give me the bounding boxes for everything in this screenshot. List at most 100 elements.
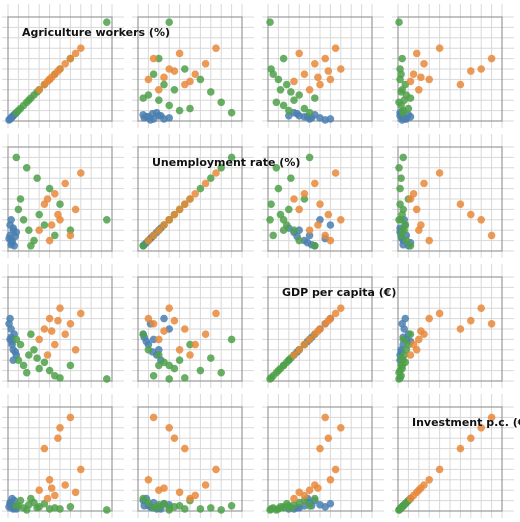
point bbox=[27, 330, 35, 339]
cell-frame bbox=[267, 406, 373, 512]
point bbox=[266, 18, 274, 27]
point bbox=[54, 67, 62, 75]
point bbox=[212, 465, 220, 474]
point bbox=[420, 60, 428, 68]
point bbox=[425, 314, 434, 323]
point bbox=[16, 496, 25, 505]
point bbox=[56, 424, 64, 432]
point bbox=[395, 506, 403, 514]
point bbox=[66, 231, 75, 240]
point bbox=[165, 304, 173, 313]
point bbox=[425, 75, 434, 84]
point bbox=[311, 179, 319, 188]
cell-frame bbox=[137, 406, 243, 512]
point bbox=[337, 216, 345, 224]
point bbox=[191, 190, 199, 198]
point bbox=[477, 65, 486, 73]
point bbox=[406, 494, 415, 503]
point bbox=[305, 86, 314, 94]
point bbox=[398, 54, 406, 63]
point bbox=[14, 356, 23, 365]
cell-frame bbox=[137, 146, 243, 252]
point bbox=[56, 374, 64, 382]
point bbox=[160, 221, 168, 229]
point bbox=[300, 70, 309, 78]
point bbox=[287, 88, 295, 96]
point bbox=[217, 164, 225, 172]
point bbox=[6, 314, 14, 323]
cell-frame bbox=[267, 276, 373, 382]
point bbox=[66, 226, 75, 234]
point bbox=[311, 494, 319, 503]
point bbox=[324, 434, 333, 443]
point bbox=[155, 226, 163, 234]
point bbox=[337, 304, 345, 313]
point bbox=[191, 340, 199, 349]
point bbox=[54, 434, 62, 443]
point bbox=[35, 364, 43, 373]
point bbox=[305, 231, 314, 240]
point bbox=[45, 476, 54, 484]
point bbox=[54, 316, 62, 325]
point bbox=[139, 242, 147, 250]
cell-frame bbox=[397, 406, 503, 512]
point bbox=[71, 346, 80, 354]
point bbox=[56, 505, 64, 513]
point bbox=[305, 502, 314, 510]
point bbox=[51, 491, 59, 500]
point bbox=[326, 499, 335, 508]
point bbox=[170, 364, 179, 373]
point bbox=[35, 335, 43, 344]
point bbox=[212, 44, 220, 52]
point bbox=[186, 351, 194, 359]
point bbox=[456, 325, 465, 333]
point bbox=[321, 231, 330, 240]
point bbox=[217, 506, 225, 514]
point bbox=[487, 231, 496, 240]
point bbox=[201, 60, 210, 68]
point bbox=[22, 506, 31, 514]
point bbox=[27, 94, 35, 102]
point bbox=[266, 375, 274, 383]
point bbox=[212, 309, 220, 318]
point bbox=[14, 205, 23, 214]
point bbox=[43, 195, 52, 203]
point bbox=[305, 153, 314, 162]
point bbox=[181, 374, 189, 382]
point bbox=[160, 73, 168, 82]
point bbox=[155, 335, 163, 344]
point bbox=[425, 476, 434, 484]
point bbox=[175, 49, 184, 58]
dimension-label: Investment p.c. (€) bbox=[412, 416, 520, 429]
point bbox=[467, 67, 475, 75]
point bbox=[103, 506, 111, 514]
point bbox=[396, 200, 404, 208]
point bbox=[274, 184, 283, 193]
point bbox=[279, 54, 288, 63]
point bbox=[435, 44, 444, 52]
point bbox=[326, 75, 335, 84]
point bbox=[285, 106, 293, 115]
point bbox=[155, 503, 163, 511]
point bbox=[272, 98, 281, 107]
point bbox=[51, 190, 59, 198]
point bbox=[331, 169, 340, 177]
point bbox=[165, 101, 173, 110]
point bbox=[27, 242, 35, 250]
point bbox=[272, 164, 281, 172]
point bbox=[33, 504, 41, 512]
point bbox=[397, 174, 405, 182]
point bbox=[324, 210, 333, 219]
point bbox=[290, 96, 298, 104]
point bbox=[12, 108, 21, 117]
point bbox=[266, 216, 274, 224]
point bbox=[7, 240, 15, 249]
point bbox=[40, 358, 49, 367]
point bbox=[45, 366, 54, 375]
point bbox=[45, 236, 54, 245]
point bbox=[406, 94, 415, 102]
point bbox=[77, 309, 85, 318]
point bbox=[160, 327, 168, 335]
point bbox=[395, 98, 403, 107]
point bbox=[22, 368, 31, 377]
